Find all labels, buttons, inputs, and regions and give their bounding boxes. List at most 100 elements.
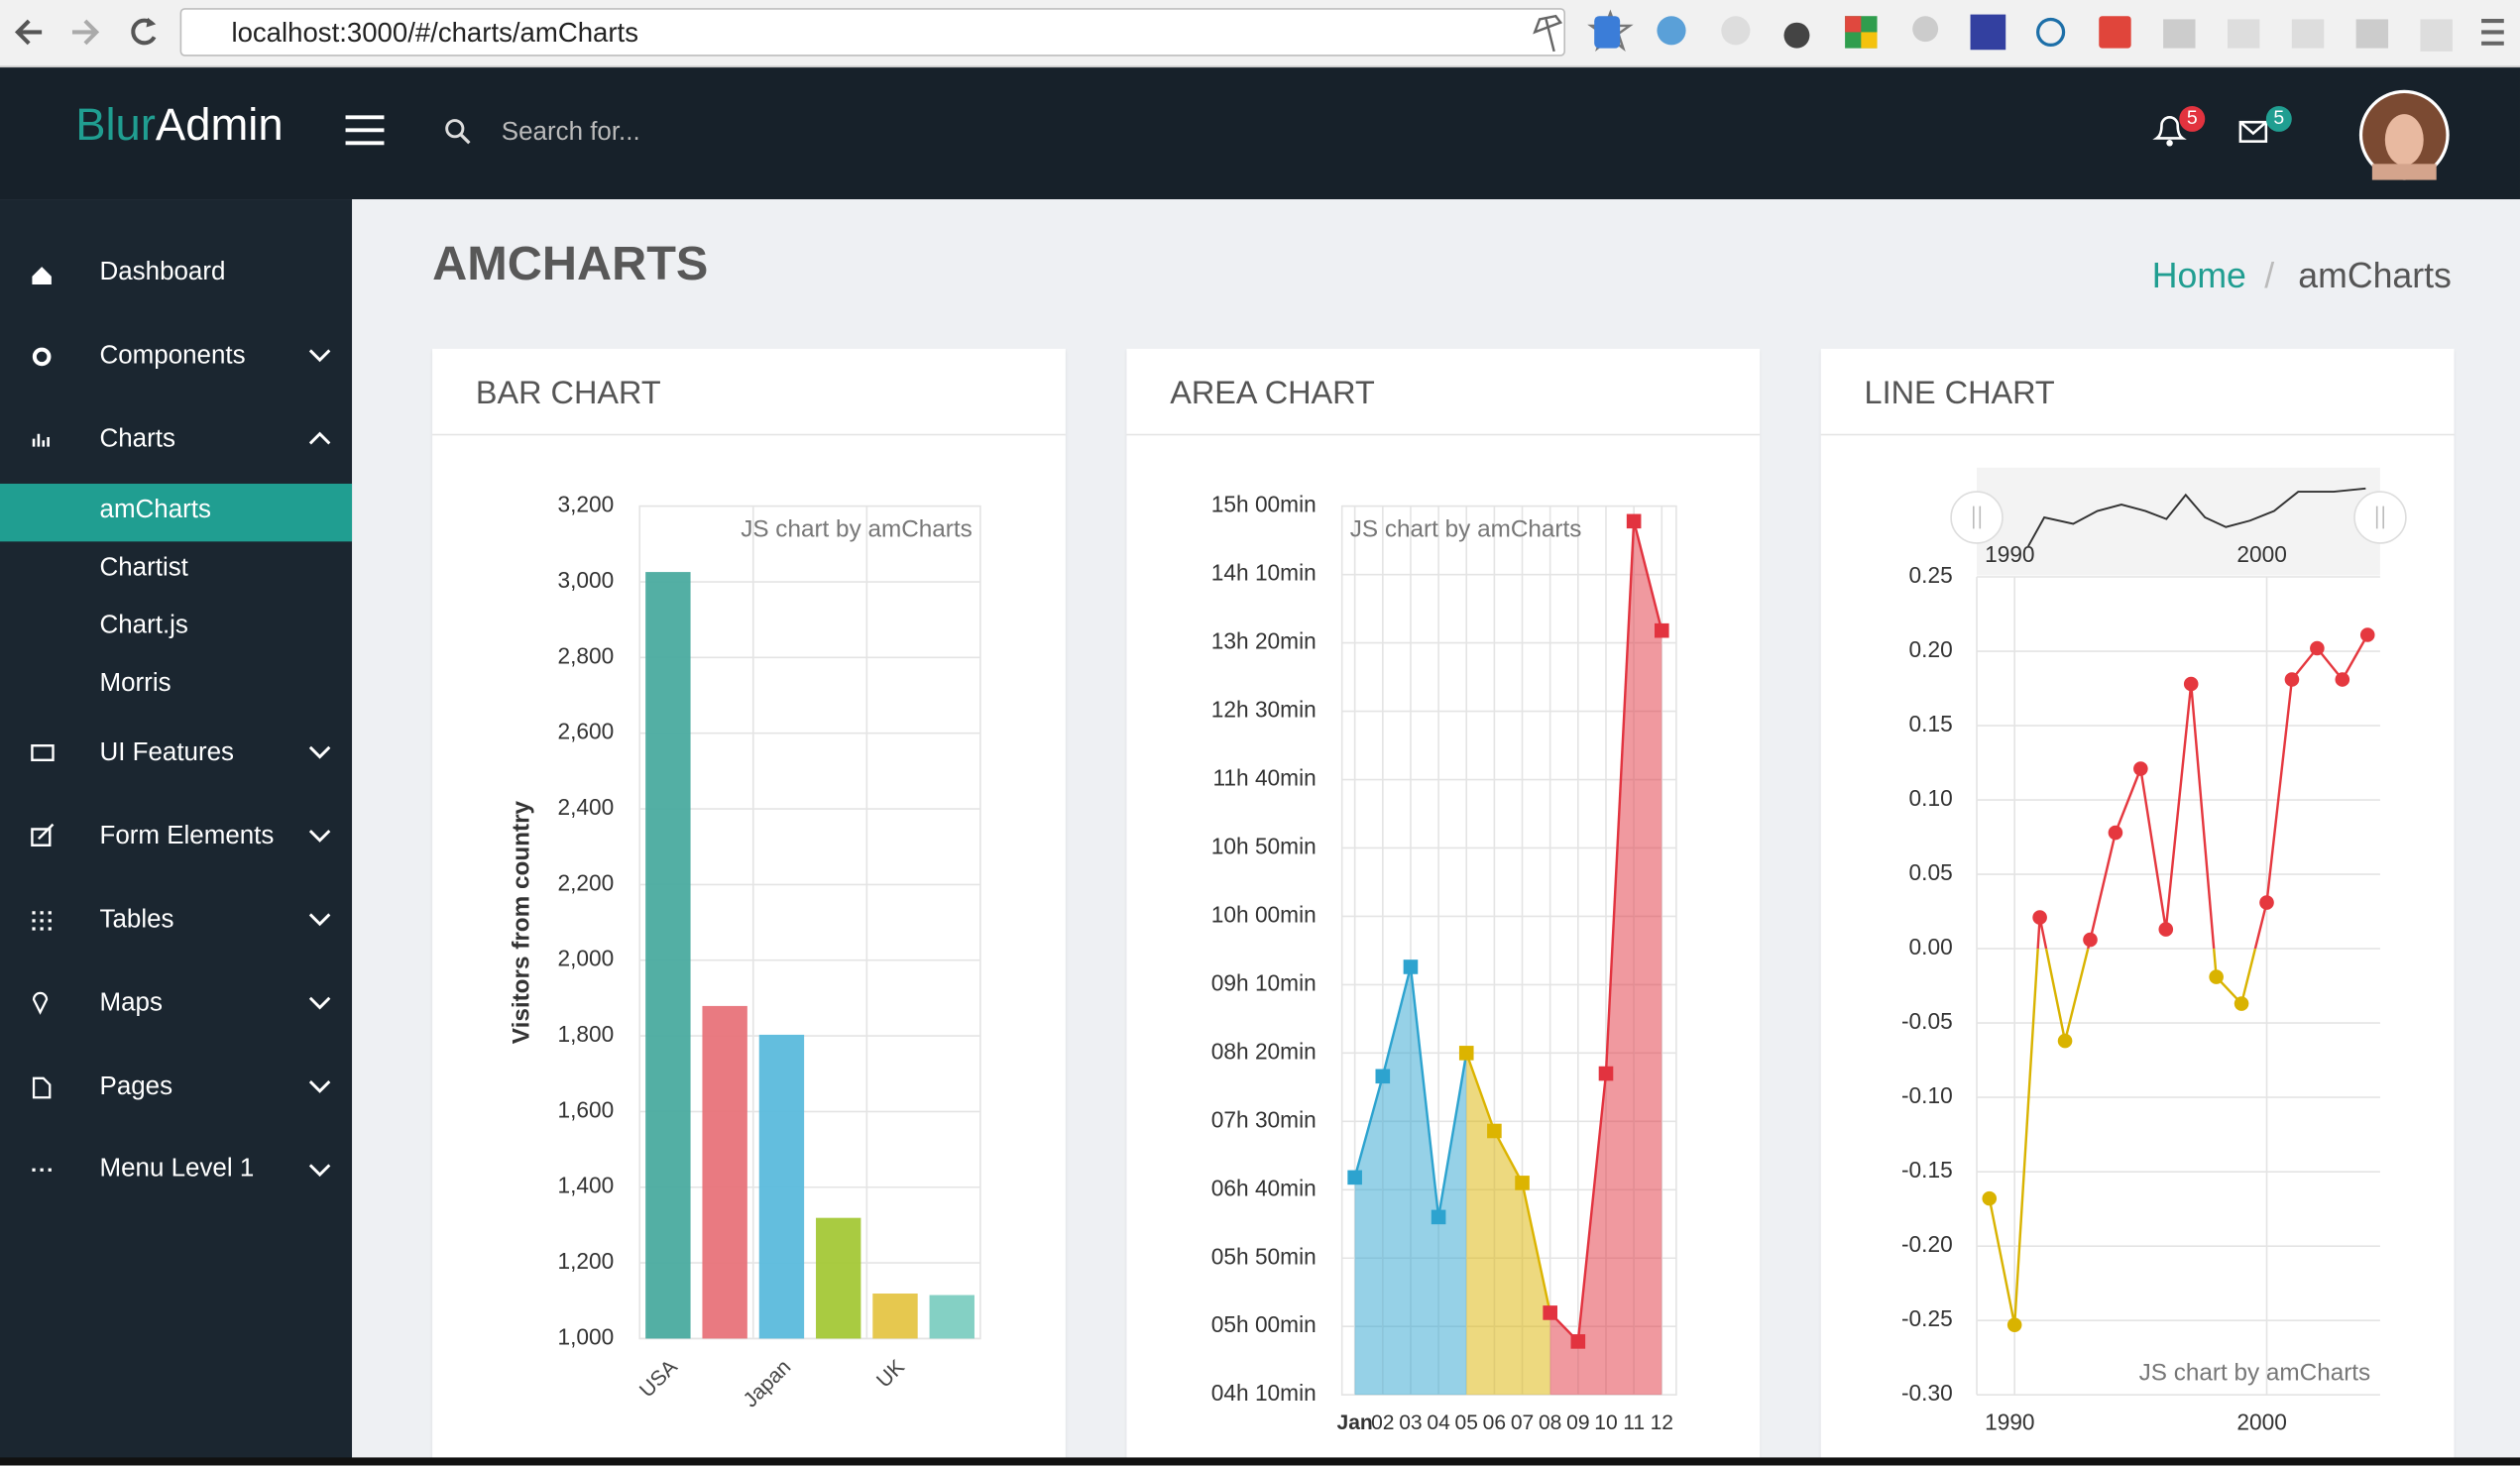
marker	[2108, 825, 2123, 841]
menu-item[interactable]: Tables	[99, 906, 174, 934]
y-tick-label: 0.15	[1909, 711, 1953, 736]
marker	[1543, 1305, 1557, 1320]
search-icon[interactable]	[443, 117, 472, 146]
y-tick-label: 3,000	[558, 567, 615, 593]
y-tick-label: 06h 40min	[1211, 1175, 1317, 1200]
card-divider	[1126, 433, 1761, 436]
area-segment	[1382, 966, 1411, 1396]
menu-item[interactable]: Maps	[99, 989, 163, 1018]
marker	[1403, 959, 1419, 974]
marker	[1431, 1209, 1446, 1225]
y-tick-label: 05h 00min	[1211, 1311, 1317, 1337]
bottom-edge	[0, 1457, 2520, 1466]
logo-accent: Blur	[75, 99, 156, 150]
active-menu-row[interactable]	[0, 483, 353, 542]
menu-item[interactable]: UI Features	[99, 738, 235, 767]
area-segment	[1522, 1183, 1550, 1396]
y-tick-label: 11h 40min	[1212, 765, 1316, 791]
marker	[1982, 1190, 1998, 1206]
y-tick-label: 13h 20min	[1211, 628, 1317, 654]
plot-frame	[638, 505, 981, 1340]
line	[2036, 633, 2369, 950]
area-segment	[1410, 966, 1439, 1396]
marker	[2158, 922, 2174, 937]
y-tick-label: 2,200	[558, 869, 615, 895]
notification-badge: 5	[2187, 107, 2198, 129]
breadcrumb-link[interactable]: Home	[2151, 255, 2246, 296]
y-tick-label: -0.05	[1901, 1008, 1953, 1034]
line-chart: 1990 2000 -0.30 -0.25 -0.20 -0.15 -0.10 -0.05 0.…	[1901, 467, 2407, 1434]
grip-lines	[2375, 506, 2385, 529]
card-title: AREA CHART	[1170, 376, 1375, 412]
menu-toggle[interactable]	[344, 112, 386, 148]
y-tick-label: 05h 50min	[1211, 1243, 1317, 1269]
menu-item[interactable]: Form Elements	[99, 823, 275, 850]
y-tick-label: 10h 50min	[1211, 833, 1317, 858]
nav-buttons[interactable]	[0, 0, 176, 65]
y-axis-label: Visitors from country	[508, 800, 534, 1044]
x-tick-label: 02	[1371, 1411, 1394, 1434]
y-tick-label: 14h 10min	[1211, 560, 1317, 586]
watermark: JS chart by amCharts	[2139, 1360, 2371, 1387]
card: BAR CHART	[432, 348, 1066, 1466]
y-tick-label: 08h 20min	[1211, 1038, 1317, 1064]
submenu-item[interactable]: Chartist	[99, 554, 188, 582]
extension-icons[interactable]	[1478, 6, 2520, 60]
y-tick-label: 2,000	[558, 946, 615, 971]
area-segment	[1438, 1053, 1467, 1396]
y-tick-label: -0.15	[1901, 1157, 1953, 1183]
card-divider	[1820, 433, 2455, 436]
avatar[interactable]	[2356, 87, 2453, 183]
marker	[2006, 1317, 2022, 1332]
line-segment	[1409, 966, 1440, 1218]
browser-bar: localhost:3000/#/charts/amCharts	[0, 0, 2520, 68]
y-tick-label: 15h 00min	[1211, 492, 1317, 517]
watermark: JS chart by amCharts	[741, 515, 973, 542]
y-tick-label: 07h 30min	[1211, 1106, 1317, 1132]
breadcrumb-current: amCharts	[2298, 255, 2452, 296]
x-tick-label: 1990	[1985, 1409, 2034, 1434]
address-bar[interactable]	[179, 8, 1566, 56]
menu-item[interactable]: Menu Level 1	[99, 1155, 255, 1184]
marker	[1347, 1170, 1362, 1185]
marker	[2209, 969, 2224, 984]
x-tick-label: 06	[1483, 1411, 1506, 1434]
menu-item[interactable]: Pages	[99, 1072, 173, 1101]
card-title: BAR CHART	[475, 376, 661, 412]
menu-item[interactable]: Charts	[99, 425, 175, 454]
y-tick-label: 09h 10min	[1211, 969, 1317, 995]
url[interactable]: localhost:3000/#/charts/amCharts	[231, 17, 639, 49]
marker	[1570, 1334, 1586, 1349]
scrollbar-grip	[1950, 491, 2004, 544]
y-tick-label: 2,400	[558, 794, 615, 820]
submenu-item[interactable]: Chart.js	[99, 612, 188, 640]
scrollbar-label: 2000	[2236, 541, 2286, 567]
scrollbar-grip[interactable]	[2353, 491, 2407, 544]
x-tick-label: 10	[1594, 1411, 1617, 1434]
submenu-item[interactable]: Morris	[99, 670, 172, 698]
y-tick-label: -0.30	[1901, 1380, 1953, 1406]
y-tick-label: 2,800	[558, 642, 615, 668]
marker	[1375, 1069, 1391, 1084]
bar	[816, 1217, 861, 1339]
bar	[872, 1294, 918, 1339]
y-tick-label: 0.05	[1909, 859, 1953, 885]
search-input[interactable]: Search for...	[501, 118, 640, 147]
y-tick-label: 10h 00min	[1211, 901, 1317, 927]
menu-item[interactable]: Dashboard	[99, 259, 226, 286]
marker	[2183, 676, 2199, 692]
marker	[2310, 640, 2325, 656]
y-tick-label: 0.10	[1909, 785, 1953, 811]
header-icons[interactable]: 5 5	[2150, 103, 2311, 158]
y-tick-label: 0.20	[1909, 636, 1953, 662]
line-segment	[1604, 520, 1636, 1074]
area-segment	[1466, 1053, 1495, 1396]
y-tick-label: 3,200	[558, 492, 615, 517]
y-tick-label: 2,600	[558, 719, 615, 744]
x-tick-label: 11	[1623, 1411, 1645, 1434]
menu-item[interactable]: Components	[99, 342, 246, 370]
logo[interactable]: BlurAdmin	[75, 100, 283, 152]
submenu-item[interactable]: amCharts	[99, 496, 211, 524]
